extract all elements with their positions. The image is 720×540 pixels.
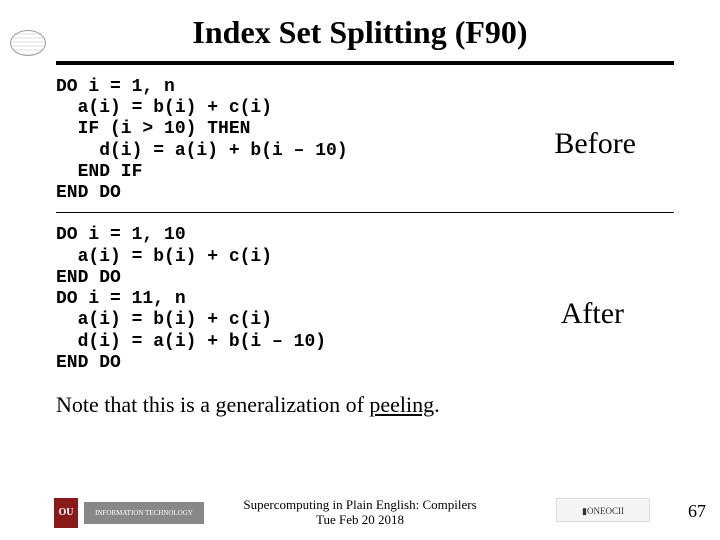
- it-logo-icon: INFORMATION TECHNOLOGY: [84, 502, 204, 524]
- after-section: DO i = 1, 10 a(i) = b(i) + c(i) END DO D…: [56, 225, 664, 374]
- header: Index Set Splitting (F90): [0, 0, 720, 65]
- section-divider: [56, 212, 674, 213]
- page-number: 67: [688, 501, 706, 522]
- footnote: Note that this is a generalization of pe…: [56, 392, 664, 418]
- footer: OU INFORMATION TECHNOLOGY Supercomputing…: [0, 490, 720, 532]
- ou-logo-icon: OU: [54, 498, 78, 528]
- footer-line2: Tue Feb 20 2018: [243, 512, 476, 528]
- footer-logos-right: ▮ONEOCII: [556, 498, 650, 522]
- note-prefix: Note that this is a generalization of: [56, 392, 369, 417]
- peeling-link[interactable]: peeling: [369, 392, 434, 417]
- footer-text: Supercomputing in Plain English: Compile…: [243, 497, 476, 528]
- footer-logos-left: OU INFORMATION TECHNOLOGY: [54, 498, 204, 528]
- after-label: After: [561, 297, 624, 331]
- before-section: DO i = 1, n a(i) = b(i) + c(i) IF (i > 1…: [56, 77, 664, 204]
- title-divider: [56, 61, 674, 65]
- page-title: Index Set Splitting (F90): [0, 14, 720, 61]
- before-label: Before: [554, 127, 636, 161]
- globe-icon: [10, 30, 46, 56]
- note-suffix: .: [434, 392, 440, 417]
- onecii-logo-icon: ▮ONEOCII: [556, 498, 650, 522]
- footer-line1: Supercomputing in Plain English: Compile…: [243, 497, 476, 513]
